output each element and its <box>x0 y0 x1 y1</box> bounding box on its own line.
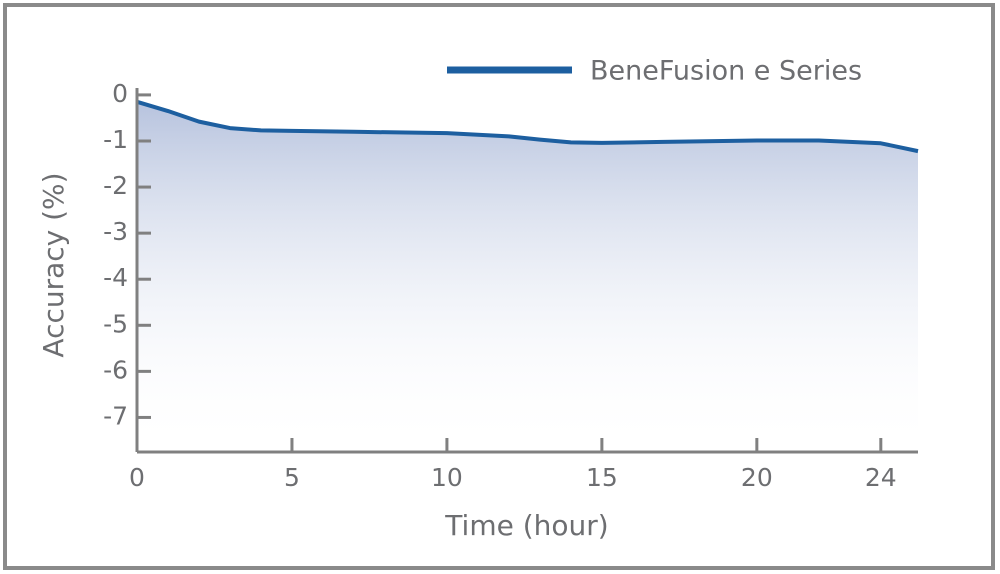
x-tick-label: 0 <box>129 463 145 492</box>
y-tick-label: -7 <box>103 401 128 430</box>
y-tick-label: 0 <box>112 79 128 108</box>
y-axis-title: Accuracy (%) <box>37 172 70 357</box>
y-tick-label: -5 <box>103 309 128 338</box>
x-tick-label: 15 <box>586 463 618 492</box>
x-tick-label: 10 <box>431 463 463 492</box>
y-tick-label: -2 <box>103 171 128 200</box>
x-tick-label: 24 <box>865 463 897 492</box>
y-tick-label: -1 <box>103 125 128 154</box>
y-tick-label: -4 <box>103 263 128 292</box>
legend-label: BeneFusion e Series <box>590 56 862 87</box>
x-axis-title: Time (hour) <box>444 509 608 542</box>
x-tick-label: 5 <box>284 463 300 492</box>
y-tick-label: -3 <box>103 217 128 246</box>
line <box>136 99 919 154</box>
y-tick-label: -6 <box>103 355 128 384</box>
x-tick-label: 20 <box>741 463 773 492</box>
frame <box>3 3 995 570</box>
area <box>137 101 918 452</box>
